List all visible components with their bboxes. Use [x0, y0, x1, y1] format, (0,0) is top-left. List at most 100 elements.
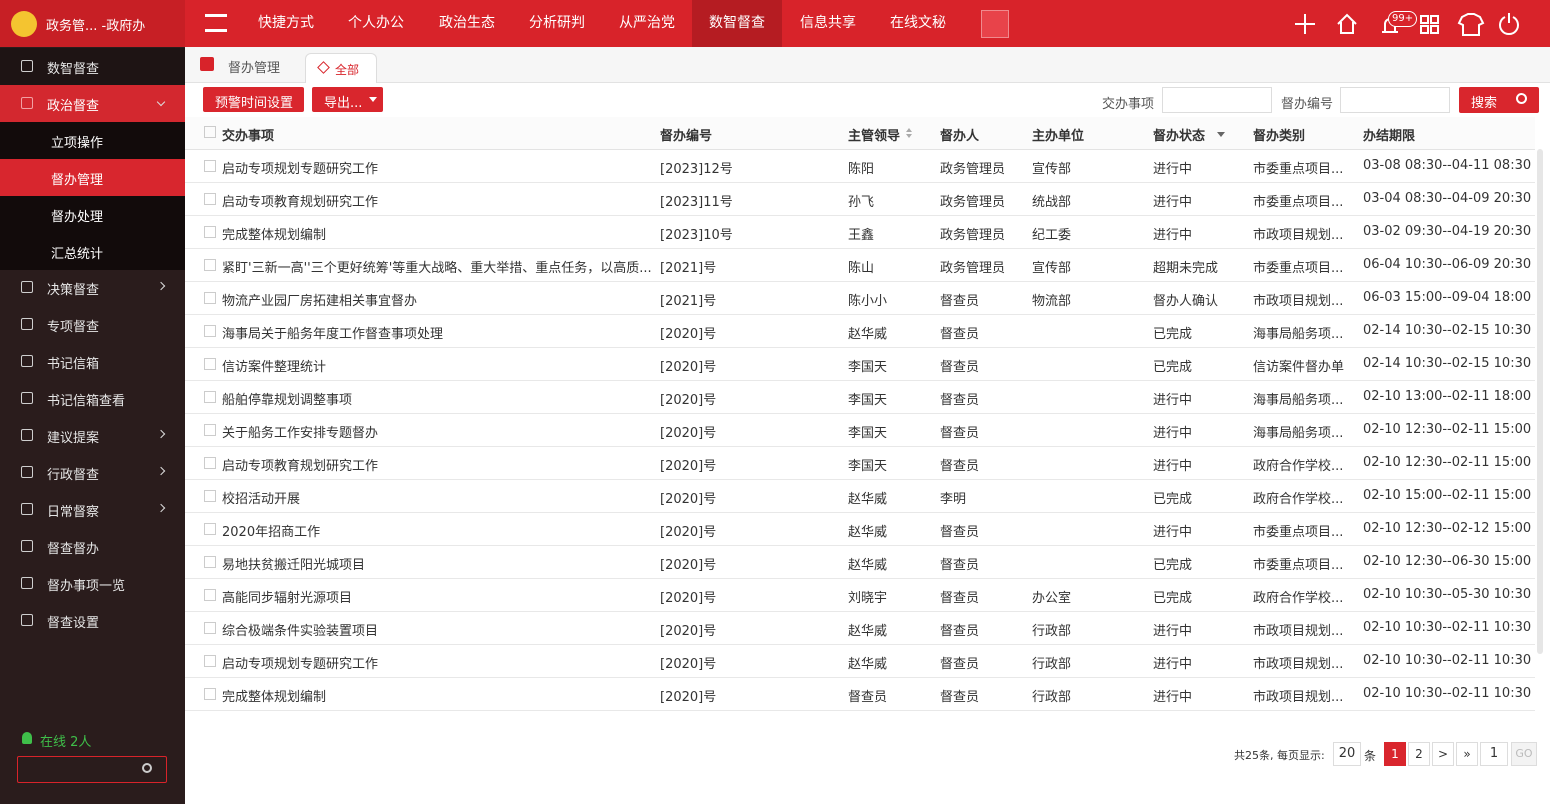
table-cell: 03-02 09:30--04-19 20:30	[1363, 224, 1532, 239]
nav-item[interactable]: 分析研判	[529, 15, 585, 31]
table-row[interactable]	[185, 612, 1535, 645]
table-cell: 关于船务工作安排专题督办	[222, 426, 379, 441]
sidebar-subitem[interactable]	[0, 158, 185, 196]
table-cell: 市政项目规划...	[1253, 624, 1344, 639]
table-row[interactable]	[185, 645, 1535, 678]
table-cell: 李国天	[848, 393, 888, 408]
menu-toggle[interactable]	[205, 14, 227, 32]
nav-item[interactable]: 数智督查	[692, 0, 782, 47]
table-row[interactable]	[185, 546, 1535, 579]
table-cell: 已完成	[1153, 591, 1193, 606]
table-cell: 02-14 10:30--02-15 10:30	[1363, 356, 1532, 371]
checkbox[interactable]	[204, 325, 216, 337]
table-row[interactable]	[185, 216, 1535, 249]
page-button[interactable]: 2	[1408, 742, 1430, 766]
nav-item[interactable]: 快捷方式	[258, 15, 314, 31]
page-jump[interactable]: 1	[1480, 742, 1508, 766]
nav-item[interactable]: 信息共享	[800, 15, 856, 31]
column-header[interactable]: 交办事项	[222, 129, 275, 144]
table-row[interactable]	[185, 348, 1535, 381]
checkbox[interactable]	[204, 655, 216, 667]
table-cell: 已完成	[1153, 492, 1193, 507]
table-cell: 督查员	[848, 690, 888, 705]
checkbox[interactable]	[204, 457, 216, 469]
sidebar-item[interactable]	[0, 84, 185, 122]
checkbox[interactable]	[204, 523, 216, 535]
column-header[interactable]: 督办状态	[1153, 129, 1206, 144]
table-row[interactable]	[185, 150, 1535, 183]
page-button[interactable]: 1	[1384, 742, 1406, 766]
checkbox[interactable]	[204, 126, 216, 138]
table-cell: 进行中	[1153, 657, 1193, 672]
table-row[interactable]	[185, 513, 1535, 546]
checkbox[interactable]	[204, 292, 216, 304]
tab-active[interactable]	[305, 53, 377, 83]
sidebar-subitem[interactable]	[0, 121, 185, 159]
table-row[interactable]	[185, 381, 1535, 414]
sidebar-subitem[interactable]	[0, 232, 185, 270]
checkbox[interactable]	[204, 556, 216, 568]
table-row[interactable]	[185, 678, 1535, 711]
search-input[interactable]	[1162, 87, 1272, 113]
nav-item[interactable]: 从严治党	[619, 15, 675, 31]
table-cell: 李国天	[848, 360, 888, 375]
logo	[11, 11, 37, 37]
tab-label: 全部	[335, 63, 360, 77]
search-input[interactable]	[1340, 87, 1450, 113]
nav-item[interactable]: 在线文秘	[890, 15, 946, 31]
more-button[interactable]	[981, 10, 1009, 38]
page-button[interactable]: »	[1456, 742, 1478, 766]
column-header[interactable]: 办结期限	[1363, 129, 1416, 144]
checkbox[interactable]	[204, 424, 216, 436]
page-button[interactable]: >	[1432, 742, 1454, 766]
checkbox[interactable]	[204, 391, 216, 403]
checkbox[interactable]	[204, 193, 216, 205]
table-cell: 物流部	[1032, 294, 1072, 309]
table-cell: [2021]号	[660, 294, 717, 309]
column-header[interactable]: 督办人	[940, 129, 980, 144]
table-cell: [2020]号	[660, 492, 717, 507]
table-cell: 督查员	[940, 657, 980, 672]
table-row[interactable]	[185, 282, 1535, 315]
table-row[interactable]	[185, 414, 1535, 447]
checkbox[interactable]	[204, 688, 216, 700]
table-cell: 政务管理员	[940, 261, 1006, 276]
checkbox[interactable]	[204, 358, 216, 370]
sort-icon	[906, 128, 912, 132]
table-cell: 陈小小	[848, 294, 888, 309]
table-cell: 02-14 10:30--02-15 10:30	[1363, 323, 1532, 338]
nav-item[interactable]: 个人办公	[348, 15, 404, 31]
checkbox[interactable]	[204, 226, 216, 238]
table-cell: 赵华威	[848, 624, 888, 639]
go-button[interactable]: GO	[1511, 742, 1537, 766]
table-cell: 政务管理员	[940, 195, 1006, 210]
checkbox[interactable]	[204, 160, 216, 172]
column-header[interactable]: 督办类别	[1253, 129, 1306, 144]
checkbox[interactable]	[204, 622, 216, 634]
column-header[interactable]: 主办单位	[1032, 129, 1085, 144]
online-status: 在线 2人	[40, 735, 92, 750]
sidebar-subitem[interactable]	[0, 195, 185, 233]
table-row[interactable]	[185, 480, 1535, 513]
table-row[interactable]	[185, 249, 1535, 282]
table-cell: 市政项目规划...	[1253, 228, 1344, 243]
table-row[interactable]	[185, 447, 1535, 480]
tab[interactable]: 督办管理	[228, 61, 281, 76]
page-size[interactable]: 20	[1333, 742, 1361, 766]
checkbox[interactable]	[204, 589, 216, 601]
nav-item[interactable]: 政治生态	[439, 15, 495, 31]
checkbox[interactable]	[204, 490, 216, 502]
table-row[interactable]	[185, 315, 1535, 348]
sidebar-item[interactable]	[0, 48, 185, 85]
table-row[interactable]	[185, 183, 1535, 216]
search-button-label: 搜索	[1471, 96, 1498, 111]
table-cell: 王鑫	[848, 228, 875, 243]
column-header[interactable]: 督办编号	[660, 129, 713, 144]
sidebar-search[interactable]	[17, 756, 167, 783]
sidebar-icon	[21, 539, 33, 552]
page-summary: 共25条, 每页显示:	[1234, 749, 1325, 762]
column-header[interactable]: 主管领导	[848, 129, 901, 144]
toolbar-button[interactable]	[203, 87, 304, 112]
checkbox[interactable]	[204, 259, 216, 271]
table-row[interactable]	[185, 579, 1535, 612]
